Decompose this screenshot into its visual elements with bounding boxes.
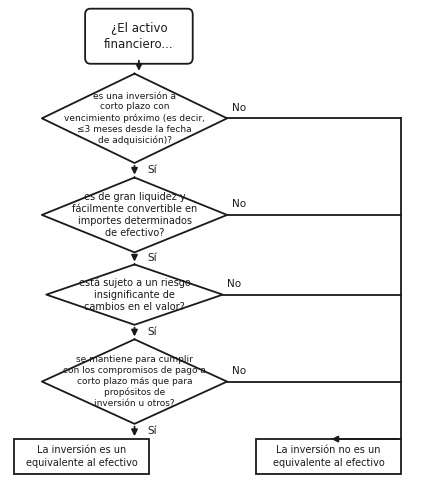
Polygon shape [46, 264, 223, 325]
Text: Sí: Sí [148, 165, 157, 175]
Text: se mantiene para cumplir
con los compromisos de pago a
corto plazo más que para
: se mantiene para cumplir con los comprom… [63, 355, 206, 408]
Bar [256, 439, 401, 474]
Text: Sí: Sí [148, 426, 157, 437]
Text: La inversión es un
equivalente al efectivo: La inversión es un equivalente al efecti… [26, 445, 138, 468]
Polygon shape [42, 339, 227, 424]
Polygon shape [42, 177, 227, 252]
Bar [14, 439, 149, 474]
Text: está sujeto a un riesgo
insignificante de
cambios en el valor?: está sujeto a un riesgo insignificante d… [78, 277, 191, 312]
Text: es una inversión a
corto plazo con
vencimiento próximo (es decir,
≤3 meses desde: es una inversión a corto plazo con venci… [64, 92, 205, 145]
Text: No: No [232, 102, 246, 113]
Polygon shape [42, 73, 227, 163]
Text: La inversión no es un
equivalente al efectivo: La inversión no es un equivalente al efe… [273, 445, 385, 468]
Text: Sí: Sí [148, 327, 157, 337]
Text: ¿El activo
financiero...: ¿El activo financiero... [104, 22, 174, 51]
FancyBboxPatch shape [85, 9, 193, 64]
Text: No: No [227, 279, 241, 289]
Text: No: No [232, 199, 246, 209]
Text: es de gran liquidez y
fácilmente convertible en
importes determinados
de efectiv: es de gran liquidez y fácilmente convert… [72, 192, 197, 238]
Text: Sí: Sí [148, 254, 157, 263]
Text: No: No [232, 366, 246, 376]
